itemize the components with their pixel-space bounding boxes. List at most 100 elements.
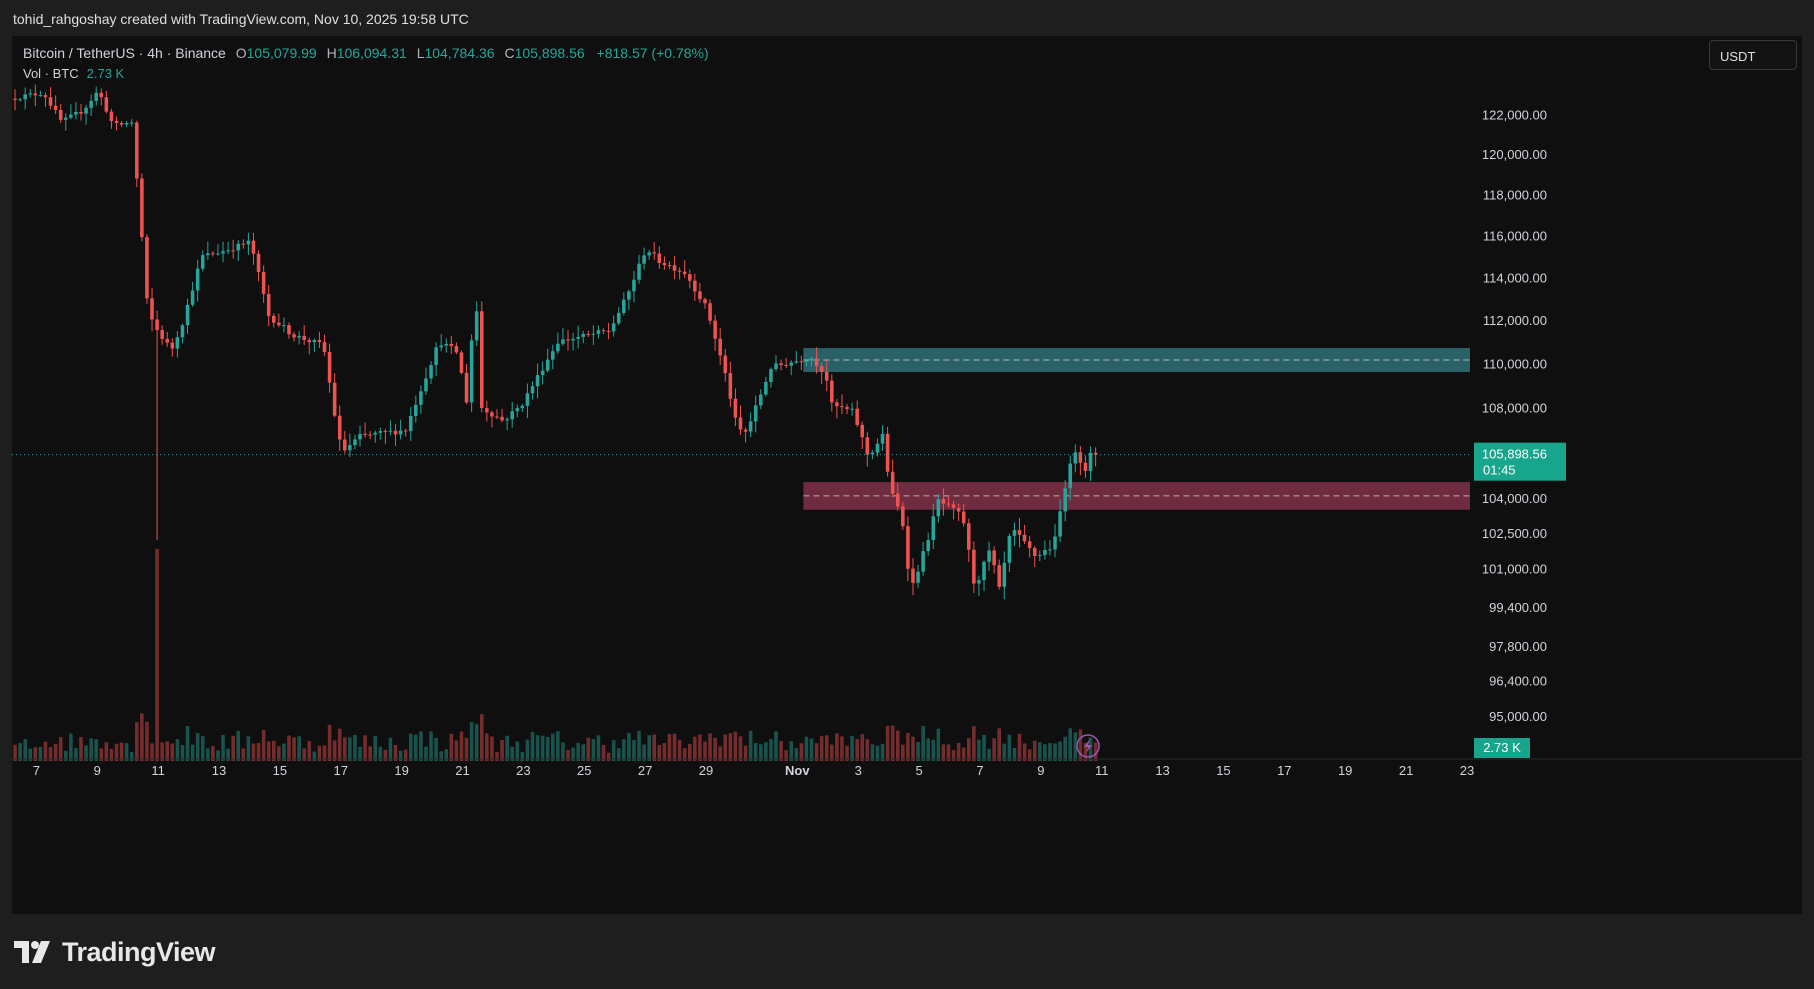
volume-bar [576,742,580,761]
volume-bar [1063,736,1067,761]
close-value: 105,898.56 [514,45,585,61]
price-axis-label: 101,000.00 [1482,562,1547,577]
volume-bar [972,726,976,761]
candle-body [586,333,591,335]
volume-bar [84,745,88,761]
open-label: O [235,45,247,61]
candle-body [1053,536,1057,550]
candle-body [236,243,241,251]
candle-body [1027,541,1032,549]
candle-body [789,362,793,366]
candle-body [1083,462,1088,471]
volume-bar [1083,742,1088,761]
price-chart[interactable]: 122,000.00 120,000.00 118,000.00 116,000.00… [12,36,1802,914]
volume-bar [728,733,733,761]
candle-body [74,111,78,115]
candle-body [185,304,190,326]
low-value: 104,784.36 [424,45,495,61]
candle-body [814,358,819,367]
volume-bar [769,738,773,761]
candle-body [145,237,149,299]
candle-body [403,430,408,432]
candle-body [464,372,469,403]
candle-body [307,340,312,343]
candle-body [809,358,814,361]
volume-label[interactable]: Vol · BTC [23,66,79,81]
volume-bar [982,734,986,761]
candle-body [1088,452,1093,471]
candle-body [449,343,454,346]
volume-bar [561,742,565,761]
volume-bar [677,739,682,761]
volume-bar [206,748,210,761]
volume-bar [23,739,27,761]
currency-button[interactable]: USDT [1709,40,1797,70]
volume-bar [885,725,890,761]
volume-bar [383,749,388,761]
time-axis-label: 11 [151,763,165,778]
volume-bar [987,748,991,761]
volume-bar [667,734,672,761]
candle-body [840,406,844,408]
volume-bar [804,736,809,761]
candle-body [454,345,459,353]
price-axis-label: 108,000.00 [1482,400,1547,415]
candle-body [708,303,712,321]
candle-body [576,336,580,339]
candle-body [408,415,413,432]
close-label: C [504,45,515,61]
candle-body [693,280,697,292]
volume-bar [551,733,555,761]
candle-body [398,430,403,435]
candle-body [444,343,449,346]
volume-bar [69,733,73,761]
candle-body [200,255,205,269]
volume-bar [632,740,636,761]
volume-bar [830,744,834,761]
candle-body [860,424,865,438]
candle-body [261,271,266,294]
volume-bar [53,743,58,761]
candle-body [317,340,322,343]
candle-body [1043,550,1047,556]
candle-body [53,105,58,110]
volume-bar [652,734,657,761]
candle-body [611,323,616,332]
candle-body [662,263,667,266]
high-label: H [326,45,337,61]
volume-bar [266,741,271,761]
candle-body [895,493,900,507]
candle-body [926,540,930,552]
volume-bar [946,744,951,761]
candle-body [804,360,809,362]
candle-body [155,319,159,330]
volume-value: 2.73 K [86,66,125,81]
volume-bar [627,732,631,761]
candle-body [18,99,22,101]
volume-bar [977,739,981,761]
volume-bar [119,742,124,761]
candle-body [160,329,164,339]
volume-bar [682,748,687,761]
symbol-label[interactable]: Bitcoin / TetherUS · 4h · Binance [23,45,226,61]
volume-bar [140,713,144,761]
price-axis-label: 112,000.00 [1483,313,1547,328]
candle-body [434,347,438,366]
volume-bar [226,748,230,761]
candle-body [581,333,586,337]
volume-bar [748,730,753,761]
volume-bar [845,745,849,761]
candle-body [698,291,702,300]
tradingview-logo[interactable]: TradingView [14,936,216,968]
volume-legend: Vol · BTC 2.73 K [23,66,124,81]
volume-bar [1058,741,1062,761]
ohlc-legend: Bitcoin / TetherUS · 4h · Binance O105,0… [23,45,709,61]
candle-body [140,178,144,238]
countdown-timer: 01:45 [1483,463,1516,478]
candle-body [43,95,48,98]
volume-bar [28,748,33,761]
candle-body [104,97,109,112]
candle-body [738,417,743,430]
top-bar: tohid_rahgoshay created with TradingView… [0,0,1814,36]
chart-area[interactable]: 122,000.00 120,000.00 118,000.00 116,000.00… [12,36,1802,914]
